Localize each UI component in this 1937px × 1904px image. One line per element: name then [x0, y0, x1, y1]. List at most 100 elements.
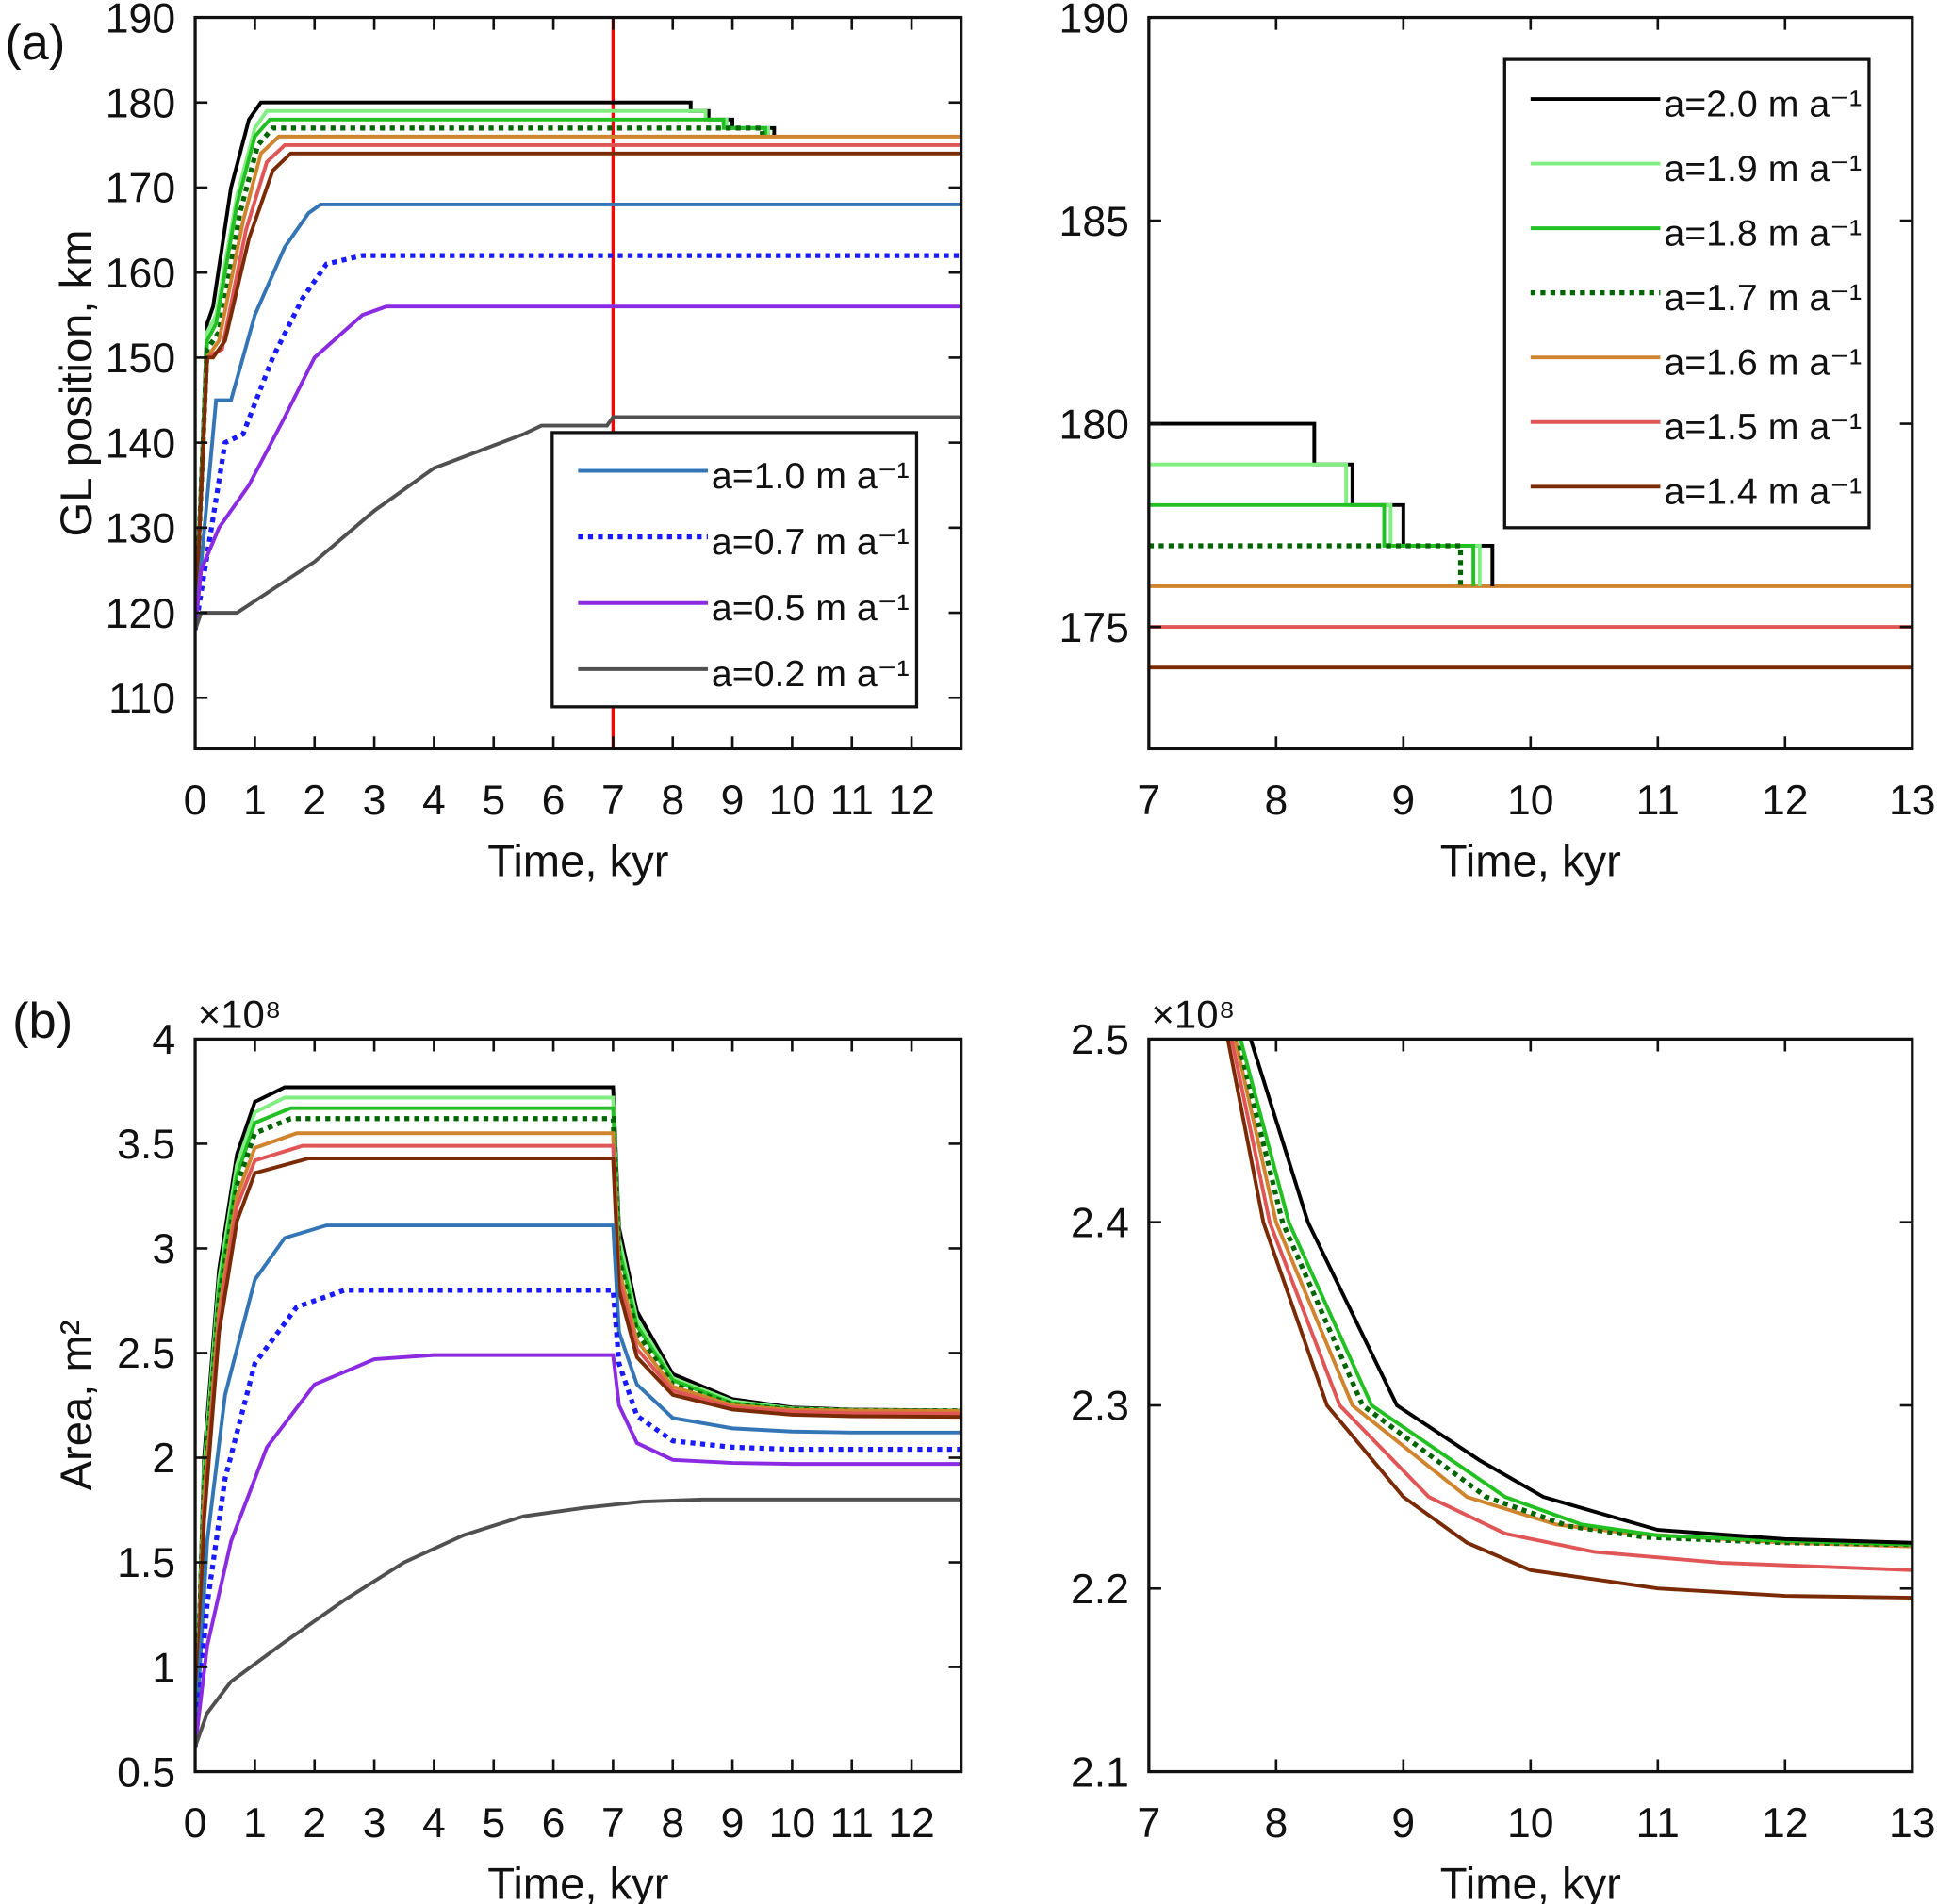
- x-tick-label: 2: [303, 1800, 326, 1847]
- x-tick-label: 8: [1264, 778, 1288, 824]
- y-tick-label: 160: [106, 251, 175, 297]
- chart-gl-full: 0 1 2 3 4 5 6 7 8 9 10 11 12110120130140150160170180…: [51, 0, 963, 885]
- x-tick-label: 11: [1636, 1800, 1680, 1847]
- x-tick-label: 11: [830, 1800, 874, 1847]
- series-line-a1.8: [195, 117, 767, 631]
- y-tick-label: 2: [152, 1436, 175, 1482]
- exponent-label-right: ×10⁸: [1151, 993, 1235, 1037]
- x-tick-label: 13: [1889, 778, 1936, 824]
- legend: a=1.0 m a⁻¹ a=0.7 m a⁻¹ a=0.5 m a⁻¹ a=0.2 m…: [550, 431, 919, 709]
- series-line-a1.5: [1229, 1039, 1912, 1572]
- series-line-a0.7: [195, 253, 961, 631]
- series-line-a1.5: [195, 1143, 961, 1748]
- y-tick-label: 130: [106, 506, 175, 552]
- y-tick-label: 2.5: [117, 1331, 175, 1377]
- plot-area: [1148, 421, 1912, 670]
- chart-gl-zoom: 7 8 9 10 11 12 13 175 180 185 190 Time, kyr a=2.0 m …: [1059, 0, 1936, 885]
- x-tick-label: 10: [769, 778, 816, 824]
- y-tick-label: 3.5: [117, 1122, 175, 1168]
- series-line-a2.0: [1248, 1039, 1912, 1545]
- x-tick-label: 5: [482, 1800, 505, 1847]
- series-line-a0.5: [195, 304, 961, 631]
- axes-box: [193, 15, 963, 751]
- x-tick-label: 12: [1762, 1800, 1809, 1847]
- x-tick-label: 8: [661, 1800, 684, 1847]
- legend-label: a=0.2 m a⁻¹: [712, 653, 910, 695]
- x-tick-label: 12: [888, 1800, 935, 1847]
- x-tick-label: 10: [1507, 778, 1554, 824]
- y-tick-label: 150: [106, 336, 175, 382]
- x-tick-label: 0: [184, 778, 207, 824]
- axes-box: [193, 1037, 963, 1774]
- panel-label-b: (b): [12, 994, 73, 1049]
- series-line-a1.4: [195, 151, 961, 631]
- legend-label: a=1.7 m a⁻¹: [1664, 277, 1862, 319]
- y-tick-label: 2.4: [1071, 1200, 1129, 1246]
- y-tick-label: 2.2: [1071, 1567, 1129, 1613]
- x-axis-label: Time, kyr: [487, 1859, 668, 1904]
- x-tick-label: 9: [721, 1800, 745, 1847]
- y-tick-label: 175: [1059, 605, 1129, 651]
- y-tick-label: 2.5: [1071, 1017, 1129, 1063]
- x-axis-label: Time, kyr: [1440, 835, 1621, 885]
- y-tick-label: 2.1: [1071, 1749, 1129, 1796]
- x-tick-label: 4: [422, 778, 446, 824]
- plot-area: [195, 17, 961, 749]
- y-tick-label: 180: [106, 80, 175, 126]
- panel-label-a: (a): [5, 16, 65, 71]
- x-tick-label: 3: [363, 1800, 386, 1847]
- y-axis-label: Area, m²: [51, 1321, 101, 1491]
- x-tick-label: 7: [1137, 778, 1160, 824]
- series-line-a1.8: [1239, 1039, 1912, 1547]
- series-line-a0.2: [195, 1497, 961, 1748]
- x-tick-label: 7: [1137, 1800, 1160, 1847]
- y-tick-label: 185: [1059, 199, 1129, 245]
- y-axis-label: GL position, km: [51, 229, 101, 536]
- x-tick-label: 6: [542, 778, 566, 824]
- y-tick-label: 140: [106, 420, 175, 467]
- legend-label: a=0.5 m a⁻¹: [712, 587, 910, 629]
- y-tick-label: 170: [106, 166, 175, 212]
- legend-box: [550, 431, 919, 709]
- series-line-a1.7: [1148, 543, 1464, 586]
- series-line-a1.9: [195, 1095, 961, 1748]
- x-tick-label: 12: [1762, 778, 1809, 824]
- y-tick-label: 1: [152, 1645, 175, 1691]
- y-tick-label: 190: [1059, 0, 1129, 41]
- y-tick-label: 180: [1059, 402, 1129, 448]
- x-tick-label: 10: [1507, 1800, 1554, 1847]
- series-line-a1.6: [1233, 1039, 1912, 1549]
- x-tick-label: 13: [1889, 1800, 1936, 1847]
- legend-label: a=1.5 m a⁻¹: [1664, 406, 1862, 448]
- y-tick-label: 120: [106, 591, 175, 637]
- legend-box: [1502, 57, 1871, 530]
- series-line-a1.4: [1225, 1039, 1912, 1600]
- charts: 0 1 2 3 4 5 6 7 8 9 10 11 12110120130140150160170180…: [51, 0, 1936, 1904]
- x-tick-label: 3: [363, 778, 386, 824]
- y-tick-label: 110: [108, 676, 175, 722]
- x-tick-label: 11: [830, 778, 874, 824]
- legend-label: a=1.8 m a⁻¹: [1664, 212, 1862, 254]
- legend-label: a=1.0 m a⁻¹: [712, 455, 910, 497]
- x-tick-label: 11: [1636, 778, 1680, 824]
- series-line-a1.0: [195, 1223, 961, 1748]
- y-tick-label: 0.5: [117, 1749, 175, 1796]
- x-tick-label: 9: [1391, 1800, 1415, 1847]
- x-tick-label: 7: [601, 778, 625, 824]
- x-tick-label: 0: [184, 1800, 207, 1847]
- x-tick-label: 8: [1264, 1800, 1288, 1847]
- x-tick-label: 4: [422, 1800, 446, 1847]
- x-tick-label: 10: [769, 1800, 816, 1847]
- legend-label: a=1.4 m a⁻¹: [1664, 471, 1862, 513]
- series-line-a0.7: [195, 1288, 961, 1748]
- legend-label: a=1.9 m a⁻¹: [1664, 148, 1862, 189]
- series-line-a1.7: [195, 125, 765, 631]
- series-line-a0.5: [195, 1353, 961, 1748]
- x-tick-label: 1: [243, 778, 267, 824]
- x-tick-label: 1: [243, 1800, 267, 1847]
- y-tick-label: 1.5: [117, 1540, 175, 1586]
- legend-label: a=0.7 m a⁻¹: [712, 521, 910, 563]
- x-axis-label: Time, kyr: [1440, 1859, 1621, 1904]
